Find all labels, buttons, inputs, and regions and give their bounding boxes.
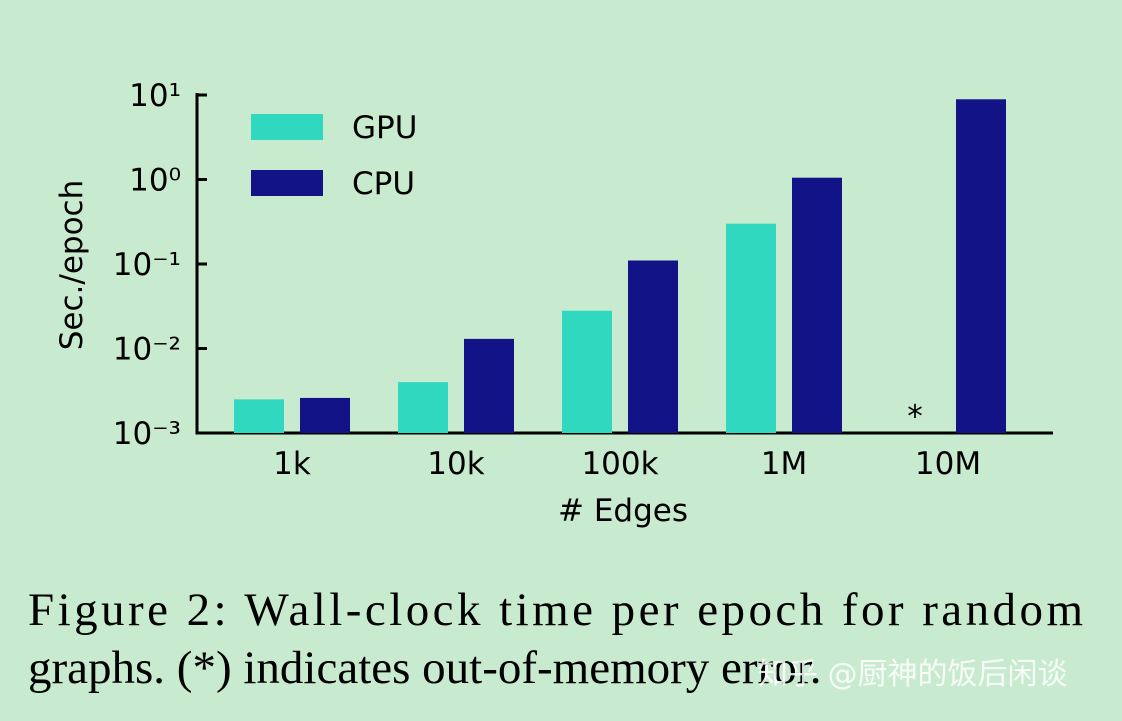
bar xyxy=(464,338,514,433)
legend-label: CPU xyxy=(352,166,415,202)
caption-line: Figure 2: Wall-clock time per epoch for … xyxy=(28,584,1083,636)
bar xyxy=(398,382,448,433)
legend-swatch xyxy=(251,114,323,140)
legend-swatch xyxy=(251,170,323,196)
x-tick-label: 1M xyxy=(761,446,807,482)
bar xyxy=(300,397,350,433)
bar xyxy=(234,399,284,433)
y-tick-label: 10⁰ xyxy=(129,163,181,199)
x-tick-label: 10k xyxy=(427,446,484,482)
x-axis-label: # Edges xyxy=(558,493,688,529)
annotation: * xyxy=(907,399,923,435)
y-tick-label: 10⁻¹ xyxy=(113,247,181,283)
bar xyxy=(628,260,678,433)
bar xyxy=(726,223,776,433)
y-tick-label: 10⁻² xyxy=(113,332,181,368)
x-tick-label: 10M xyxy=(915,446,981,482)
watermark: 知乎 @厨神的饭后闲谈 xyxy=(758,657,1068,692)
x-tick-label: 1k xyxy=(273,446,311,482)
y-tick-label: 10⁻³ xyxy=(113,416,181,452)
bar xyxy=(956,99,1006,433)
caption-line: graphs. (*) indicates out-of-memory erro… xyxy=(28,642,822,694)
y-tick-label: 10¹ xyxy=(129,78,181,114)
legend-label: GPU xyxy=(352,110,417,146)
bar xyxy=(792,177,842,433)
x-tick-label: 100k xyxy=(581,446,658,482)
bar xyxy=(562,310,612,433)
y-axis-label: Sec./epoch xyxy=(54,180,90,351)
